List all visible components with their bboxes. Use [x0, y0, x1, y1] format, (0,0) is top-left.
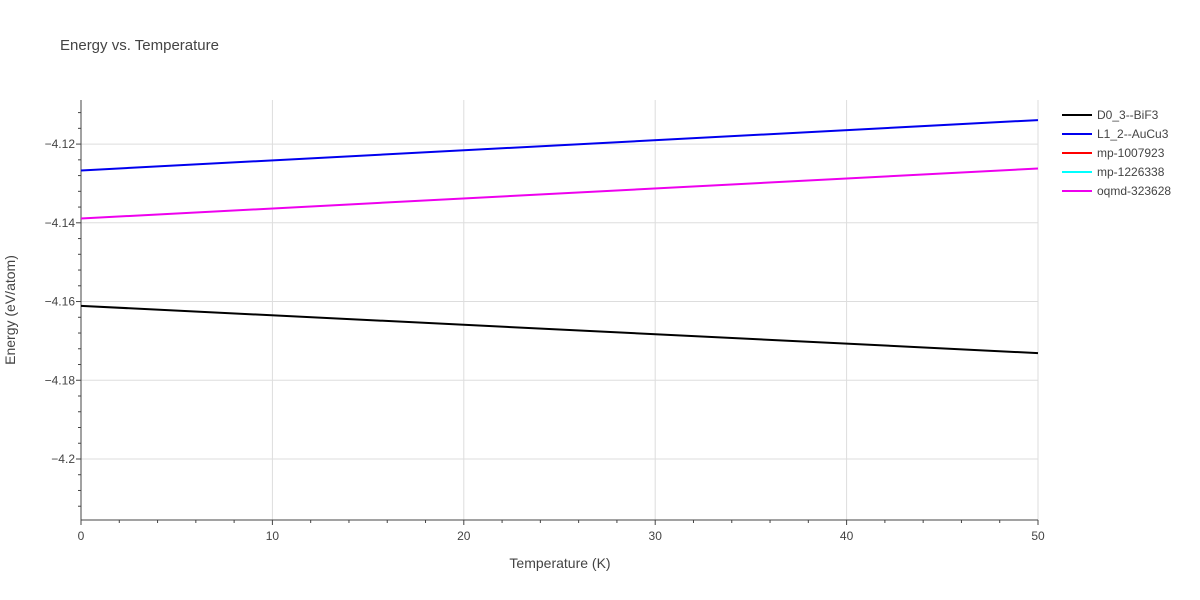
y-axis-label: Energy (eV/atom) — [2, 255, 18, 365]
x-tick-label: 30 — [649, 529, 663, 543]
y-tick-label: −4.2 — [51, 452, 75, 466]
chart-title: Energy vs. Temperature — [60, 37, 219, 54]
x-tick-label: 10 — [266, 529, 280, 543]
x-axis-label: Temperature (K) — [509, 555, 610, 571]
legend-item-mp-1007923[interactable]: mp-1007923 — [1062, 146, 1165, 160]
series-line-L1_2--AuCu3 — [80, 119, 1039, 172]
x-tick-label: 40 — [840, 529, 854, 543]
series-line-oqmd-323628 — [80, 167, 1039, 220]
legend-item-mp-1226338[interactable]: mp-1226338 — [1062, 165, 1165, 179]
legend-label: oqmd-323628 — [1097, 184, 1171, 198]
x-tick-label: 20 — [457, 529, 471, 543]
y-tick-label: −4.14 — [45, 216, 76, 230]
legend-label: D0_3--BiF3 — [1097, 108, 1159, 122]
legend-label: mp-1007923 — [1097, 146, 1165, 160]
series-line-D0_3--BiF3 — [80, 304, 1039, 355]
legend-item-L1_2--AuCu3[interactable]: L1_2--AuCu3 — [1062, 127, 1169, 141]
series-lines — [80, 119, 1039, 355]
y-tick-label: −4.12 — [45, 137, 76, 151]
legend[interactable]: D0_3--BiF3 L1_2--AuCu3 mp-1007923 mp-122633… — [1062, 108, 1171, 198]
grid-lines — [81, 100, 1039, 520]
y-tick-label: −4.18 — [45, 373, 76, 387]
y-tick-label: −4.16 — [45, 295, 76, 309]
legend-item-D0_3--BiF3[interactable]: D0_3--BiF3 — [1062, 108, 1159, 122]
x-tick-label: 0 — [78, 529, 85, 543]
x-tick-label: 50 — [1031, 529, 1045, 543]
legend-label: mp-1226338 — [1097, 165, 1165, 179]
tick-labels: 0 10 20 30 40 50 −4.12 −4.14 −4.16 −4.18 −4.2 — [45, 137, 1045, 543]
legend-label: L1_2--AuCu3 — [1097, 127, 1169, 141]
legend-item-oqmd-323628[interactable]: oqmd-323628 — [1062, 184, 1171, 198]
